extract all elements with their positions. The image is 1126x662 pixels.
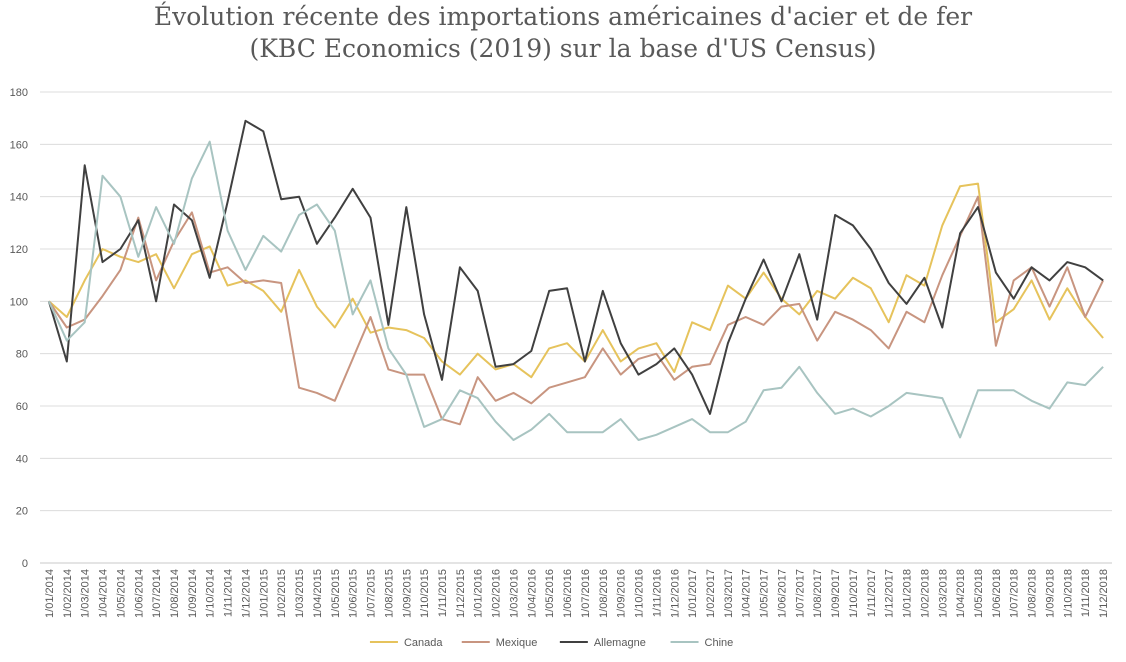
x-tick-label: 1/03/2016 <box>508 569 520 618</box>
y-tick-label: 100 <box>10 296 28 308</box>
x-tick-label: 1/05/2014 <box>115 569 127 618</box>
x-tick-label: 1/02/2018 <box>919 569 931 618</box>
x-tick-label: 1/03/2014 <box>80 569 92 618</box>
x-tick-label: 1/08/2017 <box>812 569 824 618</box>
series-line-canada <box>48 182 1104 379</box>
y-tick-label: 20 <box>16 506 28 518</box>
x-tick-label: 1/04/2016 <box>526 569 538 618</box>
y-tick-label: 40 <box>16 453 28 465</box>
x-tick-label: 1/01/2016 <box>473 569 485 618</box>
y-tick-label: 80 <box>16 349 28 361</box>
x-tick-label: 1/05/2016 <box>544 569 556 618</box>
chart-title-line-1: Évolution récente des importations améri… <box>153 2 973 31</box>
x-tick-label: 1/11/2018 <box>1080 569 1092 617</box>
x-tick-label: 1/11/2017 <box>866 569 878 617</box>
x-tick-label: 1/04/2018 <box>955 569 967 618</box>
x-tick-label: 1/07/2014 <box>151 569 163 618</box>
x-tick-label: 1/02/2017 <box>705 569 717 618</box>
x-tick-label: 1/03/2015 <box>294 569 306 618</box>
legend-label: Canada <box>404 637 443 649</box>
x-tick-label: 1/09/2017 <box>830 569 842 618</box>
x-tick-label: 1/10/2016 <box>634 569 646 618</box>
x-tick-label: 1/09/2015 <box>401 569 413 618</box>
x-tick-label: 1/12/2015 <box>455 569 467 618</box>
x-tick-label: 1/08/2014 <box>169 569 181 618</box>
x-tick-label: 1/12/2014 <box>240 569 252 618</box>
x-tick-label: 1/03/2018 <box>937 569 949 618</box>
x-tick-label: 1/11/2015 <box>437 569 449 617</box>
chart-title-line-2: (KBC Economics (2019) sur la base d'US C… <box>249 34 877 63</box>
x-tick-label: 1/10/2018 <box>1062 569 1074 618</box>
y-tick-label: 140 <box>10 192 28 204</box>
series-line-chine <box>47 140 1104 441</box>
x-tick-label: 1/08/2015 <box>383 569 395 618</box>
x-tick-label: 1/10/2014 <box>205 569 217 618</box>
series-line-mexique <box>48 195 1104 426</box>
x-tick-label: 1/06/2018 <box>991 569 1003 618</box>
x-tick-label: 1/11/2016 <box>651 569 663 617</box>
y-tick-label: 60 <box>16 401 28 413</box>
x-tick-label: 1/07/2017 <box>794 569 806 618</box>
x-tick-label: 1/09/2014 <box>187 569 199 618</box>
y-tick-label: 180 <box>10 87 28 99</box>
x-tick-label: 1/07/2018 <box>1009 569 1021 618</box>
legend-label: Chine <box>705 637 734 649</box>
y-tick-label: 120 <box>10 244 28 256</box>
x-tick-label: 1/05/2018 <box>973 569 985 618</box>
x-tick-label: 1/07/2015 <box>366 569 378 618</box>
x-tick-label: 1/02/2015 <box>276 569 288 618</box>
x-tick-label: 1/06/2014 <box>133 569 145 618</box>
x-tick-label: 1/01/2018 <box>902 569 914 618</box>
x-tick-label: 1/09/2018 <box>1044 569 1056 618</box>
x-tick-label: 1/06/2015 <box>348 569 360 618</box>
x-tick-label: 1/12/2017 <box>884 569 896 618</box>
x-tick-label: 1/01/2017 <box>687 569 699 618</box>
x-tick-label: 1/03/2017 <box>723 569 735 618</box>
x-tick-label: 1/12/2018 <box>1098 569 1110 618</box>
x-tick-label: 1/12/2016 <box>669 569 681 618</box>
x-tick-label: 1/02/2016 <box>491 569 503 618</box>
legend-label: Mexique <box>496 637 538 649</box>
y-tick-label: 160 <box>10 139 28 151</box>
x-tick-label: 1/08/2016 <box>598 569 610 618</box>
x-tick-label: 1/01/2014 <box>44 569 56 618</box>
x-tick-label: 1/06/2017 <box>776 569 788 618</box>
x-tick-label: 1/01/2015 <box>258 569 270 618</box>
x-tick-label: 1/10/2017 <box>848 569 860 618</box>
x-tick-label: 1/05/2017 <box>759 569 771 618</box>
x-tick-label: 1/02/2014 <box>62 569 74 618</box>
x-tick-label: 1/08/2018 <box>1027 569 1039 618</box>
x-tick-label: 1/04/2014 <box>98 569 110 618</box>
x-tick-label: 1/05/2015 <box>330 569 342 618</box>
x-tick-label: 1/09/2016 <box>616 569 628 618</box>
legend-label: Allemagne <box>594 637 646 649</box>
x-tick-label: 1/06/2016 <box>562 569 574 618</box>
x-tick-label: 1/04/2015 <box>312 569 324 618</box>
x-tick-label: 1/10/2015 <box>419 569 431 618</box>
x-tick-label: 1/11/2014 <box>223 569 235 617</box>
x-tick-label: 1/04/2017 <box>741 569 753 618</box>
x-tick-label: 1/07/2016 <box>580 569 592 618</box>
y-tick-label: 0 <box>22 558 28 570</box>
